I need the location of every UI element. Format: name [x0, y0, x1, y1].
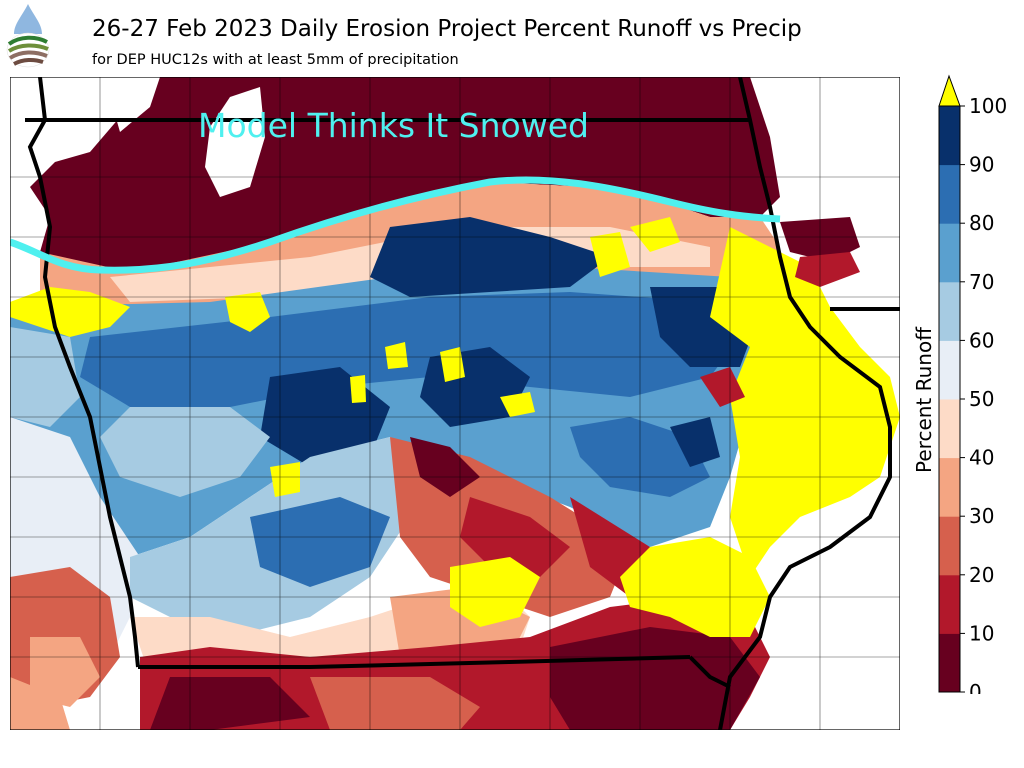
colorbar-bin — [939, 516, 960, 576]
colorbar-bin — [939, 281, 960, 341]
colorbar-tick-label: 90 — [969, 153, 994, 177]
colorbar-tick-label: 100 — [969, 94, 1007, 118]
colorbar-bin — [939, 106, 960, 166]
colorbar-tick-label: 0 — [969, 680, 982, 694]
colorbar-ticks: 0 10 20 30 40 50 60 70 80 90 100 — [960, 94, 1007, 694]
colorbar-tick-label: 70 — [969, 270, 994, 294]
runoff-map: Model Thinks It Snowed — [10, 77, 900, 730]
colorbar-bin — [939, 633, 960, 693]
colorbar-tick-label: 80 — [969, 211, 994, 235]
snow-annotation: Model Thinks It Snowed — [198, 106, 589, 145]
colorbar-bin — [939, 574, 960, 634]
colorbar: 0 10 20 30 40 50 60 70 80 90 100 — [938, 74, 1007, 694]
page-title: 26-27 Feb 2023 Daily Erosion Project Per… — [92, 16, 802, 42]
colorbar-tick-label: 40 — [969, 446, 994, 470]
county-grid — [10, 77, 900, 730]
colorbar-bins — [939, 106, 960, 693]
colorbar-tick-label: 50 — [969, 387, 994, 411]
colorbar-extend-arrow — [938, 74, 961, 107]
colorbar-bin — [939, 223, 960, 283]
colorbar-label: Percent Runoff — [912, 327, 936, 473]
colorbar-bin — [939, 399, 960, 459]
colorbar-tick-label: 60 — [969, 328, 994, 352]
snow-line — [10, 176, 781, 274]
page-subtitle: for DEP HUC12s with at least 5mm of prec… — [92, 52, 459, 68]
colorbar-tick-label: 30 — [969, 504, 994, 528]
dep-logo-icon — [6, 4, 50, 68]
region-no-data-east — [710, 227, 900, 577]
colorbar-bin — [939, 457, 960, 517]
colorbar-bin — [939, 164, 960, 224]
colorbar-bin — [939, 340, 960, 400]
colorbar-tick-label: 20 — [969, 563, 994, 587]
state-borders — [25, 77, 900, 730]
colorbar-tick-label: 10 — [969, 621, 994, 645]
